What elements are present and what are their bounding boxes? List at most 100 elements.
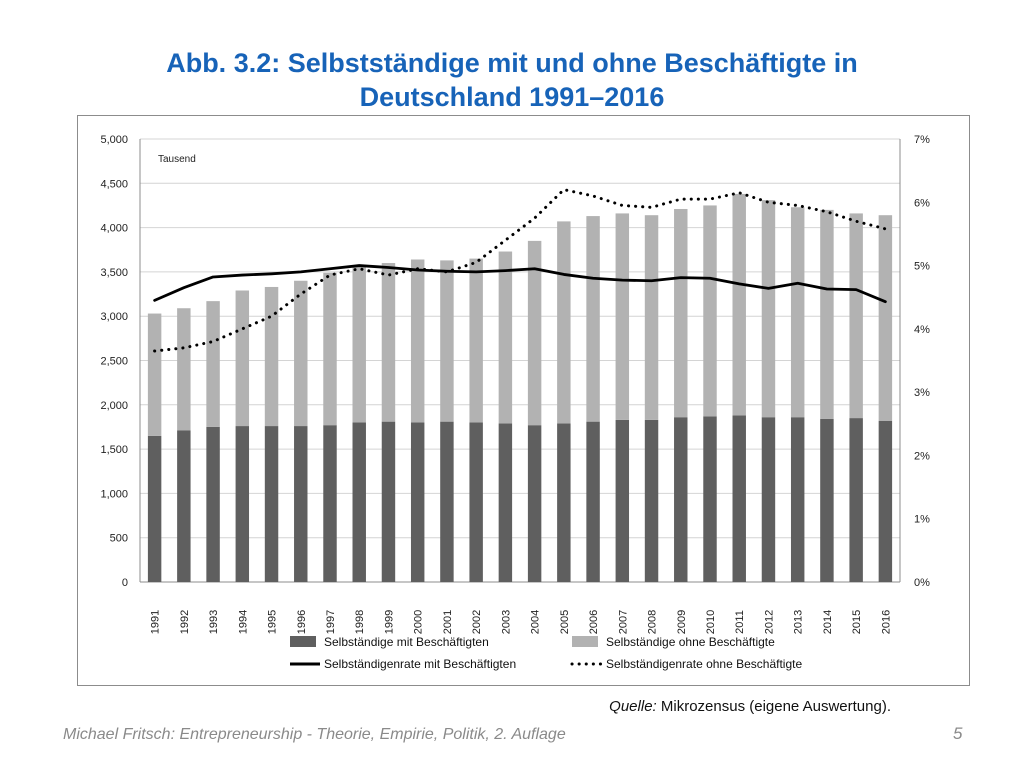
bar-selbstaendige-ohne (586, 216, 600, 422)
unit-label: Tausend (158, 154, 196, 165)
legend-label: Selbständigenrate mit Beschäftigten (324, 657, 516, 671)
y-right-tick-label: 3% (914, 387, 930, 399)
chart-svg: 0 500 1,000 1,500 2,000 2,500 3,000 3,500 4,000 4… (100, 134, 930, 671)
bar-selbstaendige-mit (849, 418, 863, 582)
x-tick-label: 2006 (588, 610, 600, 634)
x-tick-label: 2007 (617, 610, 629, 634)
y-left-tick-label: 5,000 (100, 134, 128, 146)
x-tick-label: 2004 (530, 610, 542, 634)
bar-selbstaendige-mit (264, 426, 279, 582)
source-text: Mikrozensus (eigene Auswertung). (660, 698, 891, 715)
x-tick-label: 1991 (150, 610, 162, 634)
y-left-tick-label: 4,500 (100, 178, 128, 190)
x-tick-label: 2010 (705, 610, 717, 634)
footer-citation: Michael Fritsch: Entrepreneurship - Theo… (63, 726, 566, 743)
legend-swatch (290, 636, 316, 647)
bar-selbstaendige-ohne (323, 272, 337, 426)
x-tick-label: 1995 (267, 610, 279, 634)
x-tick-label: 2003 (500, 610, 512, 634)
bar-selbstaendige-mit (586, 421, 600, 582)
bar-selbstaendige-ohne (177, 308, 191, 431)
x-tick-label: 2011 (734, 610, 746, 634)
chart-frame: 0 500 1,000 1,500 2,000 2,500 3,000 3,500 4,000 4… (77, 115, 970, 686)
bar-selbstaendige-mit (147, 435, 162, 582)
y-left-tick-label: 4,000 (100, 223, 128, 235)
bar-selbstaendige-mit (294, 426, 308, 582)
x-tick-label: 2008 (647, 610, 659, 634)
bar-selbstaendige-mit (878, 420, 893, 582)
bar-selbstaendige-ohne (878, 215, 893, 421)
x-tick-label: 2009 (676, 610, 688, 634)
y-right-tick-label: 6% (914, 197, 930, 209)
x-tick-label: 2014 (822, 610, 834, 634)
y-left-tick-label: 2,500 (100, 356, 128, 368)
legend-label: Selbständigenrate ohne Beschäftigte (606, 657, 802, 671)
x-tick-label: 2000 (413, 610, 425, 634)
source-label: Quelle: (609, 698, 657, 715)
bar-selbstaendige-ohne (790, 207, 805, 418)
bar-selbstaendige-mit (469, 422, 483, 582)
chart-title-line-2: Deutschland 1991–2016 (359, 82, 665, 112)
bar-selbstaendige-ohne (615, 213, 630, 420)
page-number: 5 (953, 724, 963, 743)
y-right-tick-label: 2% (914, 450, 930, 462)
bar-selbstaendige-ohne (206, 301, 220, 427)
y-left-tick-label: 3,000 (100, 311, 128, 323)
bar-selbstaendige-ohne (498, 251, 513, 424)
x-tick-label: 1997 (325, 610, 337, 634)
bar-selbstaendige-ohne (381, 263, 396, 422)
x-tick-label: 1999 (383, 610, 395, 634)
x-tick-label: 1996 (296, 610, 308, 634)
chart-title: Abb. 3.2: Selbstständige mit und ohne Be… (0, 46, 1024, 114)
bar-selbstaendige-ohne (352, 265, 366, 423)
bar-selbstaendige-ohne (235, 290, 250, 427)
bar-selbstaendige-ohne (264, 286, 279, 427)
bar-selbstaendige-ohne (294, 280, 308, 427)
bar-selbstaendige-ohne (732, 193, 746, 416)
bar-selbstaendige-ohne (761, 200, 776, 418)
x-tick-label: 1994 (237, 610, 249, 634)
source-note: Quelle: Mikrozensus (eigene Auswertung). (609, 698, 891, 715)
bar-selbstaendige-mit (557, 423, 571, 582)
bar-selbstaendige-ohne (820, 209, 834, 419)
bar-selbstaendige-mit (177, 430, 191, 582)
bar-selbstaendige-ohne (469, 258, 483, 423)
bar-selbstaendige-mit (410, 422, 425, 582)
bar-selbstaendige-ohne (527, 240, 542, 426)
y-left-tick-label: 3,500 (100, 267, 128, 279)
legend-swatch (572, 636, 598, 647)
y-left-tick-label: 0 (122, 577, 128, 589)
y-right-tick-label: 0% (914, 577, 930, 589)
bar-selbstaendige-mit (352, 422, 366, 582)
legend-label: Selbständige ohne Beschäftigte (606, 635, 775, 649)
bar-selbstaendige-ohne (147, 313, 162, 436)
bar-selbstaendige-mit (498, 423, 513, 582)
bar-selbstaendige-mit (527, 425, 542, 582)
bar-selbstaendige-ohne (674, 208, 688, 418)
bar-selbstaendige-ohne (410, 259, 425, 423)
y-right-tick-label: 4% (914, 324, 930, 336)
y-left-tick-label: 1,000 (100, 488, 128, 500)
x-tick-label: 2016 (880, 610, 892, 634)
line-rate-mit (153, 264, 887, 304)
y-right-tick-label: 7% (914, 134, 930, 146)
bar-selbstaendige-mit (615, 419, 630, 582)
line-rate-ohne (153, 188, 887, 353)
x-tick-label: 2012 (763, 610, 775, 634)
bar-selbstaendige-mit (674, 417, 688, 582)
y-left-tick-label: 500 (110, 533, 128, 545)
legend-label: Selbständige mit Beschäftigten (324, 635, 489, 649)
y-right-tick-label: 5% (914, 261, 930, 273)
x-tick-label: 2015 (851, 610, 863, 634)
x-tick-label: 1998 (354, 610, 366, 634)
bar-selbstaendige-mit (761, 417, 776, 582)
bar-selbstaendige-mit (703, 416, 717, 582)
bar-selbstaendige-mit (732, 415, 746, 582)
bar-selbstaendige-ohne (703, 205, 717, 417)
x-tick-label: 2013 (793, 610, 805, 634)
x-tick-label: 2001 (442, 610, 454, 634)
bar-selbstaendige-ohne (440, 260, 454, 422)
bar-selbstaendige-ohne (849, 213, 863, 419)
bar-selbstaendige-mit (206, 426, 220, 582)
bar-selbstaendige-mit (323, 425, 337, 582)
